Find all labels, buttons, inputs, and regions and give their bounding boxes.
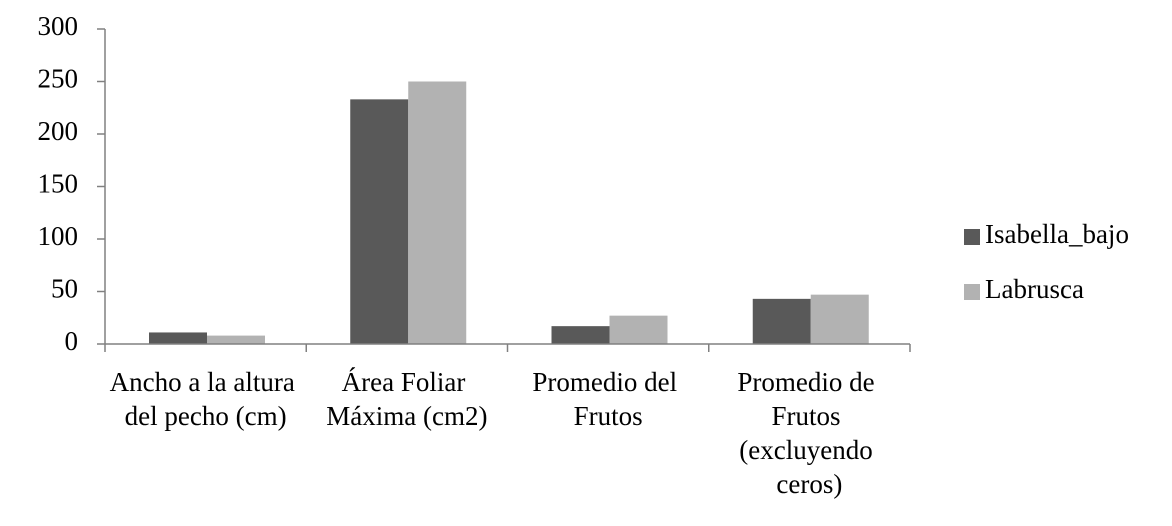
bar (408, 81, 467, 344)
y-tick-label: 100 (38, 221, 79, 251)
x-tick-label-line: Promedio del (532, 367, 683, 397)
bar (551, 326, 610, 344)
y-tick-label: 0 (65, 326, 79, 356)
legend-swatch (964, 229, 980, 245)
x-tick-label-line: ceros) (776, 469, 842, 499)
x-tick-label-line: Frutos (574, 401, 643, 431)
bar (609, 315, 668, 344)
bar (752, 298, 811, 344)
y-tick-label: 200 (38, 116, 79, 146)
x-tick-label-line: Ancho a la altura (110, 367, 302, 397)
x-tick-label: Promedio del Frutos (532, 367, 683, 431)
x-tick-label-line: Máxima (cm2) (326, 401, 487, 431)
y-tick-label: 250 (38, 64, 79, 94)
bar (810, 294, 869, 344)
x-tick-label-line: Frutos (771, 401, 847, 431)
x-tick-label: Ancho a la altura del pecho (cm) (110, 367, 302, 431)
legend-label: Isabella_bajo (985, 219, 1129, 249)
y-tick-label: 50 (51, 274, 78, 304)
x-tick-label: Promedio de Frutos (excluyendo ceros) (737, 367, 881, 499)
x-tick-label-line: Promedio de (737, 367, 881, 397)
x-tick-label-line: del pecho (cm) (125, 401, 287, 431)
x-tick-label: Área Foliar Máxima (cm2) (326, 367, 487, 431)
y-tick-label: 150 (38, 169, 79, 199)
x-tick-label-line: (excluyendo (739, 435, 879, 465)
y-tick-label: 300 (38, 11, 79, 41)
legend-swatch (964, 284, 980, 300)
legend-label: Labrusca (985, 274, 1084, 304)
bar (207, 335, 265, 344)
bar (350, 99, 409, 344)
bar (149, 332, 207, 344)
x-tick-label-line: Área Foliar (342, 367, 472, 397)
